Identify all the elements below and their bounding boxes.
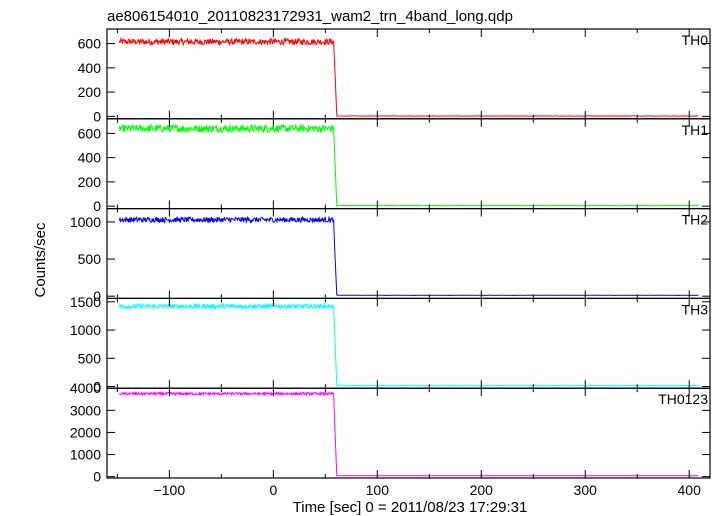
panel-label: TH2 xyxy=(682,212,709,228)
series-line-th0 xyxy=(119,36,699,117)
series-line-th1 xyxy=(119,123,699,207)
panel-label: TH0123 xyxy=(658,391,708,407)
y-tick-label: 1000 xyxy=(70,447,101,463)
y-tick-label: 600 xyxy=(78,125,102,141)
y-tick-label: 200 xyxy=(78,84,102,100)
y-tick-label: 0 xyxy=(93,469,101,485)
y-axis-label: Counts/sec xyxy=(32,222,49,298)
x-tick-label: −100 xyxy=(154,482,186,498)
x-axis-label: Time [sec] 0 = 2011/08/23 17:29:31 xyxy=(293,499,528,516)
y-tick-label: 500 xyxy=(78,350,102,366)
panel-frame-th0123 xyxy=(106,387,711,479)
panel-frame-th3 xyxy=(106,297,711,389)
y-tick-label: 400 xyxy=(78,60,102,76)
x-tick-label: 300 xyxy=(574,482,598,498)
y-tick-label: 0 xyxy=(93,288,101,304)
series-line-th3 xyxy=(119,302,699,387)
y-tick-label: 1500 xyxy=(70,294,101,310)
y-tick-label: 200 xyxy=(78,174,102,190)
y-tick-label: 400 xyxy=(78,150,102,166)
x-tick-label: 400 xyxy=(678,482,702,498)
x-tick-label: 100 xyxy=(366,482,390,498)
series-line-th0123 xyxy=(119,390,699,477)
x-tick-label: 200 xyxy=(470,482,494,498)
y-tick-label: 600 xyxy=(78,36,102,52)
y-tick-label: 3000 xyxy=(70,402,101,418)
chart-title: ae806154010_20110823172931_wam2_trn_4ban… xyxy=(107,8,513,25)
panel-frame-th1 xyxy=(106,118,711,210)
panel-frame-th2 xyxy=(106,208,711,300)
x-tick-label: 0 xyxy=(269,482,277,498)
y-tick-label: 4000 xyxy=(70,380,101,396)
panel-label: TH3 xyxy=(682,301,709,317)
y-tick-label: 0 xyxy=(93,108,101,124)
series-line-th2 xyxy=(119,215,699,296)
y-tick-label: 1000 xyxy=(70,322,101,338)
y-tick-label: 0 xyxy=(93,198,101,214)
y-tick-label: 2000 xyxy=(70,424,101,440)
y-tick-label: 500 xyxy=(78,251,102,267)
y-tick-label: 1000 xyxy=(70,214,101,230)
y-tick-label: 0 xyxy=(93,379,101,395)
panel-label: TH1 xyxy=(682,122,709,138)
panel-label: TH0 xyxy=(682,32,709,48)
